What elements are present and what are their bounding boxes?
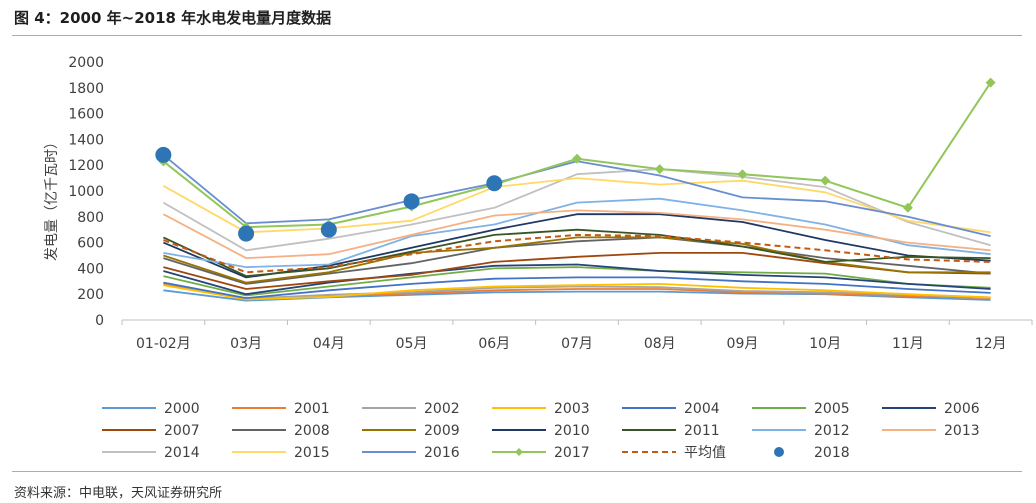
legend-label: 2010 [554,423,590,439]
data-point-2017 [737,169,748,180]
legend-item-2002: 2002 [362,401,460,417]
legend-label: 2006 [944,401,980,417]
y-tick-label: 800 [77,210,104,226]
y-tick-label: 600 [77,236,104,252]
legend-item-2015: 2015 [232,445,330,461]
data-point-2018 [320,221,337,238]
y-tick-label: 1200 [68,158,104,174]
legend-label: 2018 [814,445,850,461]
legend-item-2004: 2004 [622,401,720,417]
legend-label: 2011 [684,423,720,439]
legend-label: 2008 [294,423,330,439]
legend-label: 平均值 [684,445,726,461]
y-axis-label: 发电量（亿千瓦时） [44,135,60,261]
series-line-2011 [163,228,991,278]
y-tick-label: 1400 [68,132,104,148]
legend-label: 2000 [164,401,200,417]
legend-label: 2007 [164,423,200,439]
legend-item-2010: 2010 [492,423,590,439]
legend-item-2016: 2016 [362,445,460,461]
data-point-2018 [486,175,503,192]
x-tick-label: 12月 [975,336,1007,352]
series-line-2003 [163,282,991,301]
data-point-2018 [403,193,420,210]
legend-label: 2015 [294,445,330,461]
title-divider [12,35,1022,36]
y-tick-label: 1600 [68,107,104,123]
y-tick-label: 400 [77,261,104,277]
legend-item-2012: 2012 [752,423,850,439]
legend-label: 2002 [424,401,460,417]
legend-label: 2012 [814,423,850,439]
legend-label: 2017 [554,445,590,461]
legend-label: 2016 [424,445,460,461]
series-line-2012 [163,197,991,269]
legend: 2000 2001 2002 2003 2004 2005 2006 2007 2008 2009… [102,401,980,461]
y-tick-label: 2000 [68,55,104,71]
series-lines [155,77,996,302]
legend-label: 2014 [164,445,200,461]
series-line-2009 [163,236,991,284]
data-point-2017 [902,202,913,213]
y-tick-label: 1000 [68,184,104,200]
data-point-2017 [654,164,665,175]
series-line-2005 [163,266,991,297]
data-point-2018 [155,146,172,163]
x-tick-label: 01-02月 [136,336,191,352]
series-line-2004 [163,276,991,300]
series-line-平均值 [163,233,991,274]
legend-swatch [774,447,784,457]
legend-label: 2013 [944,423,980,439]
legend-item-2009: 2009 [362,423,460,439]
data-point-2017 [985,77,996,88]
series-line-2002 [163,281,991,300]
series-line-2015 [162,177,991,234]
x-tick-label: 03月 [230,336,262,352]
y-tick-label: 200 [77,287,104,303]
figure-title: 图 4：2000 年~2018 年水电发电量月度数据 [14,9,332,27]
source-note: 资料来源：中电联，天风证券研究所 [14,486,223,501]
data-point-2017 [820,175,831,186]
y-axis-label-group: 发电量（亿千瓦时） [44,135,60,261]
legend-item-2005: 2005 [752,401,850,417]
y-tick-label: 0 [95,313,104,329]
legend-item-2014: 2014 [102,445,200,461]
legend-item-2003: 2003 [492,401,590,417]
legend-label: 2009 [424,423,460,439]
legend-label: 2003 [554,401,590,417]
data-point-2017 [572,153,582,164]
series-line-2013 [162,209,991,260]
legend-item-2006: 2006 [882,401,980,417]
legend-item-2000: 2000 [102,401,200,417]
x-tick-label: 07月 [561,336,593,352]
legend-label: 2004 [684,401,720,417]
x-tick-label: 09月 [727,336,759,352]
x-tick-label: 11月 [892,336,924,352]
legend-item-2008: 2008 [232,423,330,439]
legend-item-2013: 2013 [882,423,980,439]
x-tick-label: 06月 [478,336,510,352]
legend-item-2007: 2007 [102,423,200,439]
series-line-2014 [162,168,991,252]
y-tick-label: 1800 [68,81,104,97]
legend-item-2018: 2018 [774,445,850,461]
legend-label: 2005 [814,401,850,417]
source-divider [12,471,1022,472]
legend-marker [515,448,523,456]
x-tick-label: 10月 [809,336,841,352]
series-line-2016 [162,154,991,237]
legend-item-2001: 2001 [232,401,330,417]
data-point-2018 [238,225,255,242]
legend-item-2017: 2017 [492,445,590,461]
x-tick-label: 04月 [313,336,345,352]
y-tick-labels: 0 200 400 600 800 1000 1200 1400 1600 1800 2000 [68,55,104,329]
legend-label: 2001 [294,401,330,417]
legend-item-平均值: 平均值 [622,445,726,461]
legend-item-2011: 2011 [622,423,720,439]
x-tick-label: 05月 [396,336,428,352]
x-axis: 01-02月 03月 04月 05月 06月 07月 08月 09月 10月 11月 12月 [121,319,1033,352]
series-line-2006 [163,263,991,296]
x-tick-label: 08月 [644,336,676,352]
